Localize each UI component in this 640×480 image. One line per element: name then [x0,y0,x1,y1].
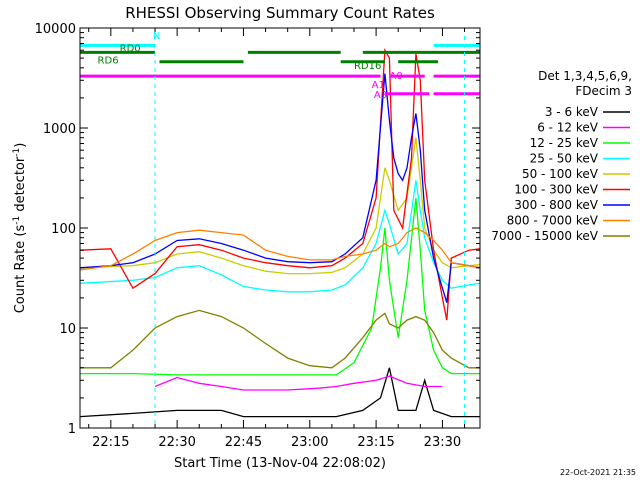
legend-label-5: 100 - 300 keV [514,183,598,197]
chart-title: RHESSI Observing Summary Count Rates [125,4,435,22]
legend-label-6: 300 - 800 keV [514,198,598,212]
y-axis-label-part2: detector [13,156,28,216]
legend-label-0: 3 - 6 keV [545,105,599,119]
y-axis-label-part1: Count Rate (s [13,225,28,314]
y-axis-label-sup2: -1 [12,148,22,157]
timestamp: 22-Oct-2021 21:35 [560,468,636,477]
series-layer [79,47,481,418]
y-tick-label: 10000 [35,22,76,37]
x-tick-label: 23:00 [291,435,328,450]
annotation-rd6: RD6 [98,56,119,67]
legend-header-line2: FDecim 3 [575,84,632,98]
legend-label-1: 6 - 12 keV [537,121,599,135]
annotation-a0: A0 [389,71,402,82]
y-tick-label: 100 [51,222,76,237]
series-line-8 [79,309,480,369]
y-tick-label: 10 [59,322,76,337]
x-tick-label: 22:30 [158,435,195,450]
y-axis-label-part3: ) [13,143,28,148]
annotation-rd0: RD0 [120,44,141,55]
x-axis: 22:15 22:30 22:45 23:00 23:15 23:30 [88,28,466,450]
x-axis-label: Start Time (13-Nov-04 22:08:02) [174,456,386,471]
series-line-1 [154,375,443,391]
legend-label-7: 800 - 7000 keV [507,214,599,228]
legend: Det 1,3,4,5,6,9, FDecim 3 3 - 6 keV 6 - 1… [491,69,632,243]
y-axis-label-sup1: -1 [12,216,22,225]
annotation-rd16: RD16 [354,61,381,72]
series-line-2 [79,197,480,376]
y-axis: 1 10 100 1000 10000 [35,22,480,437]
annotation-a1: A1 [372,80,385,91]
legend-label-4: 50 - 100 keV [522,167,599,181]
y-tick-label: 1000 [43,122,76,137]
x-tick-label: 22:15 [92,435,129,450]
series-line-0 [79,367,480,418]
series-line-3 [79,180,481,293]
x-tick-label: 23:30 [424,435,461,450]
legend-header-line1: Det 1,3,4,5,6,9, [538,69,632,83]
y-axis-label: Count Rate (s-1 detector-1) [12,143,28,314]
legend-label-2: 12 - 25 keV [530,136,599,150]
vertical-markers [154,28,466,428]
legend-label-3: 25 - 50 keV [530,152,599,166]
x-tick-label: 23:15 [357,435,394,450]
y-tick-label: 1 [68,422,76,437]
annotation-n: N [153,31,160,42]
annotation-a3: A3 [374,90,387,101]
x-tick-label: 22:45 [225,435,262,450]
legend-label-8: 7000 - 15000 keV [491,229,598,243]
series-line-4 [79,137,481,275]
series-line-6 [79,73,481,303]
series-line-7 [79,227,481,271]
